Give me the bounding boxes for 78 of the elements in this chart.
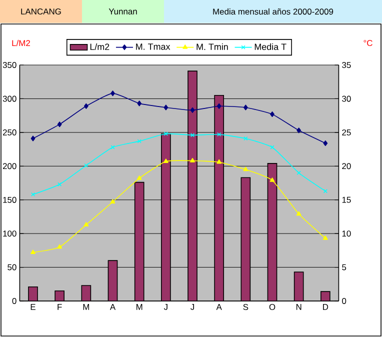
point: [243, 104, 248, 110]
y-tick-label: 250: [2, 129, 16, 136]
point: [296, 211, 302, 216]
point: [296, 128, 302, 134]
bar: [268, 163, 277, 301]
y2-tick-label: 30: [342, 96, 351, 102]
x-tick-label: J: [164, 304, 168, 310]
point: [30, 250, 36, 254]
point: [270, 145, 274, 150]
point: [216, 159, 222, 164]
point: [57, 182, 62, 186]
bar: [134, 182, 144, 301]
point: [136, 175, 142, 180]
y-tick-label: 100: [3, 230, 16, 237]
point: [137, 100, 142, 106]
bar: [214, 95, 224, 301]
point: [190, 107, 195, 113]
chart-title: LANCANG: [21, 8, 61, 14]
point: [323, 140, 328, 146]
x-tick-label: M: [83, 304, 89, 310]
point: [30, 136, 36, 142]
y-tick-label: 50: [8, 264, 16, 270]
x-tick-label: A: [110, 304, 116, 310]
x-tick-label: J: [190, 304, 194, 310]
x-tick-label: O: [269, 304, 276, 310]
y2-tick-label: 5: [342, 264, 346, 270]
x-tick-label: D: [323, 304, 328, 310]
y-tick-label: 150: [3, 196, 16, 203]
bar: [241, 178, 250, 301]
bar: [294, 272, 304, 301]
y2-tick-label: 35: [342, 62, 351, 68]
y2-tick-label: 10: [342, 230, 351, 237]
point: [190, 133, 195, 138]
y2-axis-title: °C: [364, 40, 372, 46]
bar: [161, 134, 170, 301]
x-tick-label: N: [296, 304, 302, 310]
legend-label: Media T: [254, 43, 286, 50]
y-tick-label: 0: [12, 298, 16, 304]
x-tick-label: S: [243, 304, 248, 310]
point: [244, 136, 248, 141]
point: [110, 145, 115, 150]
y2-tick-label: 0: [342, 298, 346, 304]
point: [243, 166, 248, 172]
legend-label: M. Tmax: [136, 44, 170, 50]
point: [57, 122, 62, 128]
point: [190, 158, 195, 162]
legend-label: L/m2: [90, 43, 110, 50]
y2-tick-label: 25: [342, 129, 351, 136]
y2-tick-label: 15: [342, 196, 351, 203]
point: [270, 178, 275, 182]
legend-label: M. Tmin: [196, 43, 228, 50]
y2-tick-label: 20: [342, 163, 351, 170]
x-tick-label: A: [216, 304, 222, 310]
bar: [188, 71, 198, 301]
point: [216, 103, 222, 109]
point: [164, 132, 168, 136]
point: [163, 158, 168, 164]
text: Media mensual años 2000-2009: [213, 8, 334, 15]
y-axis-title: L/M2: [12, 40, 30, 46]
chart-subtitle: Yunnan: [108, 8, 137, 14]
y-tick-label: 300: [2, 96, 16, 102]
point: [110, 90, 115, 96]
y-tick-label: 350: [2, 62, 16, 68]
point: [164, 104, 168, 110]
y-tick-label: 200: [2, 163, 16, 170]
point: [84, 163, 88, 168]
point: [137, 139, 142, 144]
point: [57, 244, 62, 249]
point: [296, 170, 301, 175]
x-tick-label: E: [30, 304, 36, 310]
point: [84, 103, 88, 109]
point: [84, 222, 89, 226]
point: [322, 236, 328, 240]
bar: [108, 260, 118, 301]
x-tick-label: M: [136, 304, 142, 310]
point: [110, 199, 116, 204]
point: [216, 132, 222, 137]
x-tick-label: F: [58, 304, 62, 310]
